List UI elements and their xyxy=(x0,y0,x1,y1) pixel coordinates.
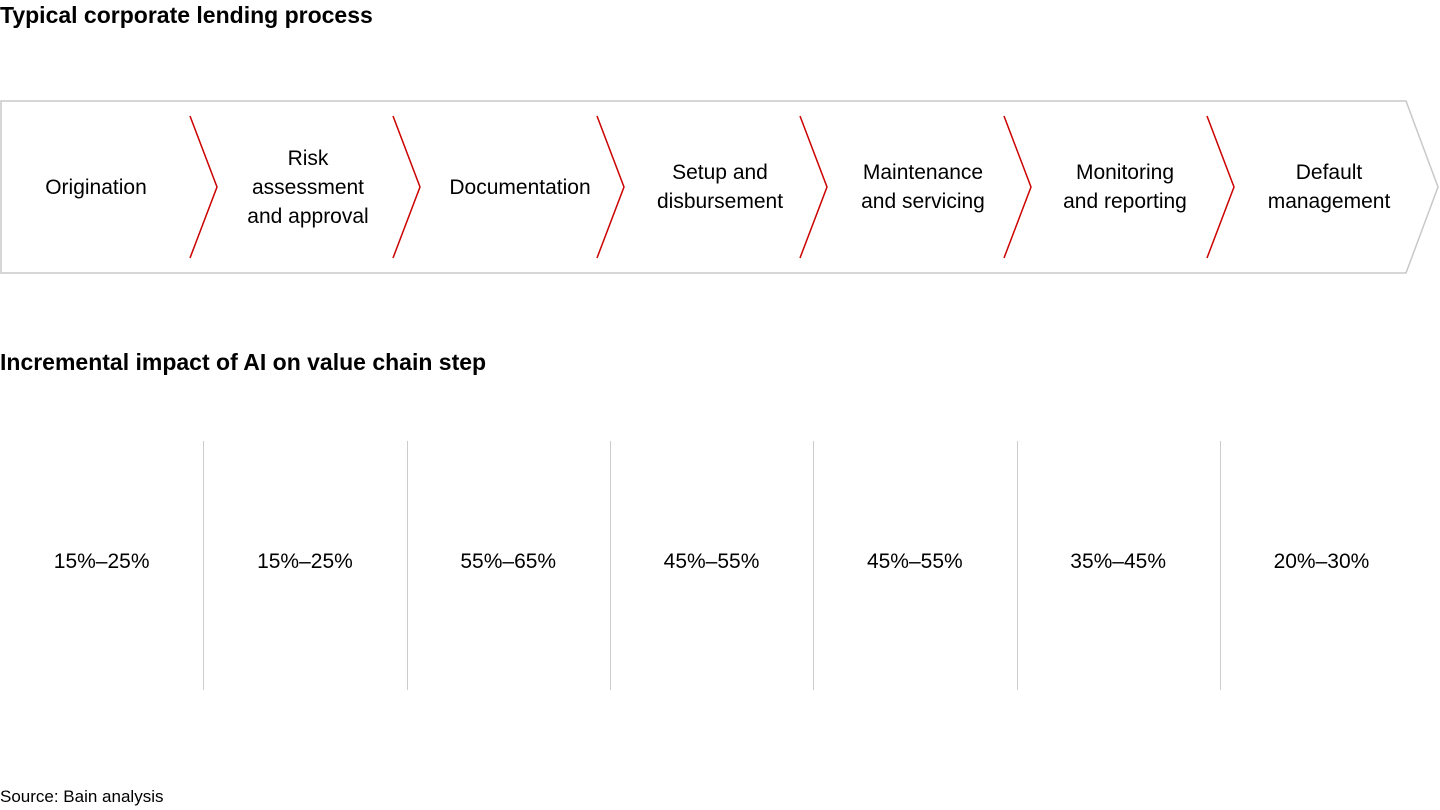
process-step-label-line: Monitoring xyxy=(1075,161,1175,184)
process-step-label-line: Origination xyxy=(45,175,147,199)
impact-column-divider xyxy=(203,441,204,690)
source-note: Source: Bain analysis xyxy=(0,787,164,806)
process-chevron-banner xyxy=(0,100,1439,274)
impact-value: 15%–25% xyxy=(257,550,353,573)
impact-value: 20%–30% xyxy=(1273,550,1370,573)
impact-value: 45%–55% xyxy=(866,550,963,573)
step-separator-chevron xyxy=(596,115,625,259)
process-step-label: Risk assessment and approval xyxy=(200,100,416,274)
impact-column-divider xyxy=(813,441,814,690)
step-separator-chevron xyxy=(1003,115,1032,259)
diagram-title: Typical corporate lending process xyxy=(0,2,373,28)
process-step-label-line: assessment xyxy=(251,175,365,199)
impact-title: Incremental impact of AI on value chain … xyxy=(0,349,487,375)
process-step-label: Documentation xyxy=(416,100,624,274)
impact-column-divider xyxy=(1220,441,1221,690)
impact-column-divider xyxy=(1017,441,1018,690)
process-step-label-line: management xyxy=(1267,190,1391,213)
process-step-label: Origination xyxy=(2,100,190,274)
process-step-label-line: and servicing xyxy=(861,190,985,213)
impact-value: 55%–65% xyxy=(460,550,557,573)
impact-value: 45%–55% xyxy=(663,550,760,573)
process-step-label: Monitoring and reporting xyxy=(1026,100,1224,274)
process-step-label-line: Documentation xyxy=(449,175,591,199)
process-step-label-line: Maintenance xyxy=(862,161,984,184)
process-step-label: Setup and disbursement xyxy=(620,100,820,274)
step-separator-chevron xyxy=(1206,115,1235,259)
process-step-label-line: and reporting xyxy=(1063,190,1187,213)
step-separator-chevron xyxy=(189,115,218,259)
step-separator-chevron xyxy=(392,115,421,259)
process-step-label-line: Risk xyxy=(287,146,329,170)
process-step-label: Maintenance and servicing xyxy=(820,100,1026,274)
step-separators xyxy=(189,115,1235,259)
process-step-label-line: and approval xyxy=(247,204,369,228)
process-step-label-line: disbursement xyxy=(656,190,784,213)
step-separator-chevron xyxy=(799,115,828,259)
process-step-label-line: Default xyxy=(1295,161,1363,184)
process-step-label-line: Setup and xyxy=(672,161,768,184)
impact-column-divider xyxy=(610,441,611,690)
impact-column-divider xyxy=(407,441,408,690)
impact-value: 35%–45% xyxy=(1070,550,1167,573)
chevron-outline xyxy=(0,100,1439,274)
impact-value: 15%–25% xyxy=(53,550,150,573)
process-step-label: Default management xyxy=(1224,100,1434,274)
